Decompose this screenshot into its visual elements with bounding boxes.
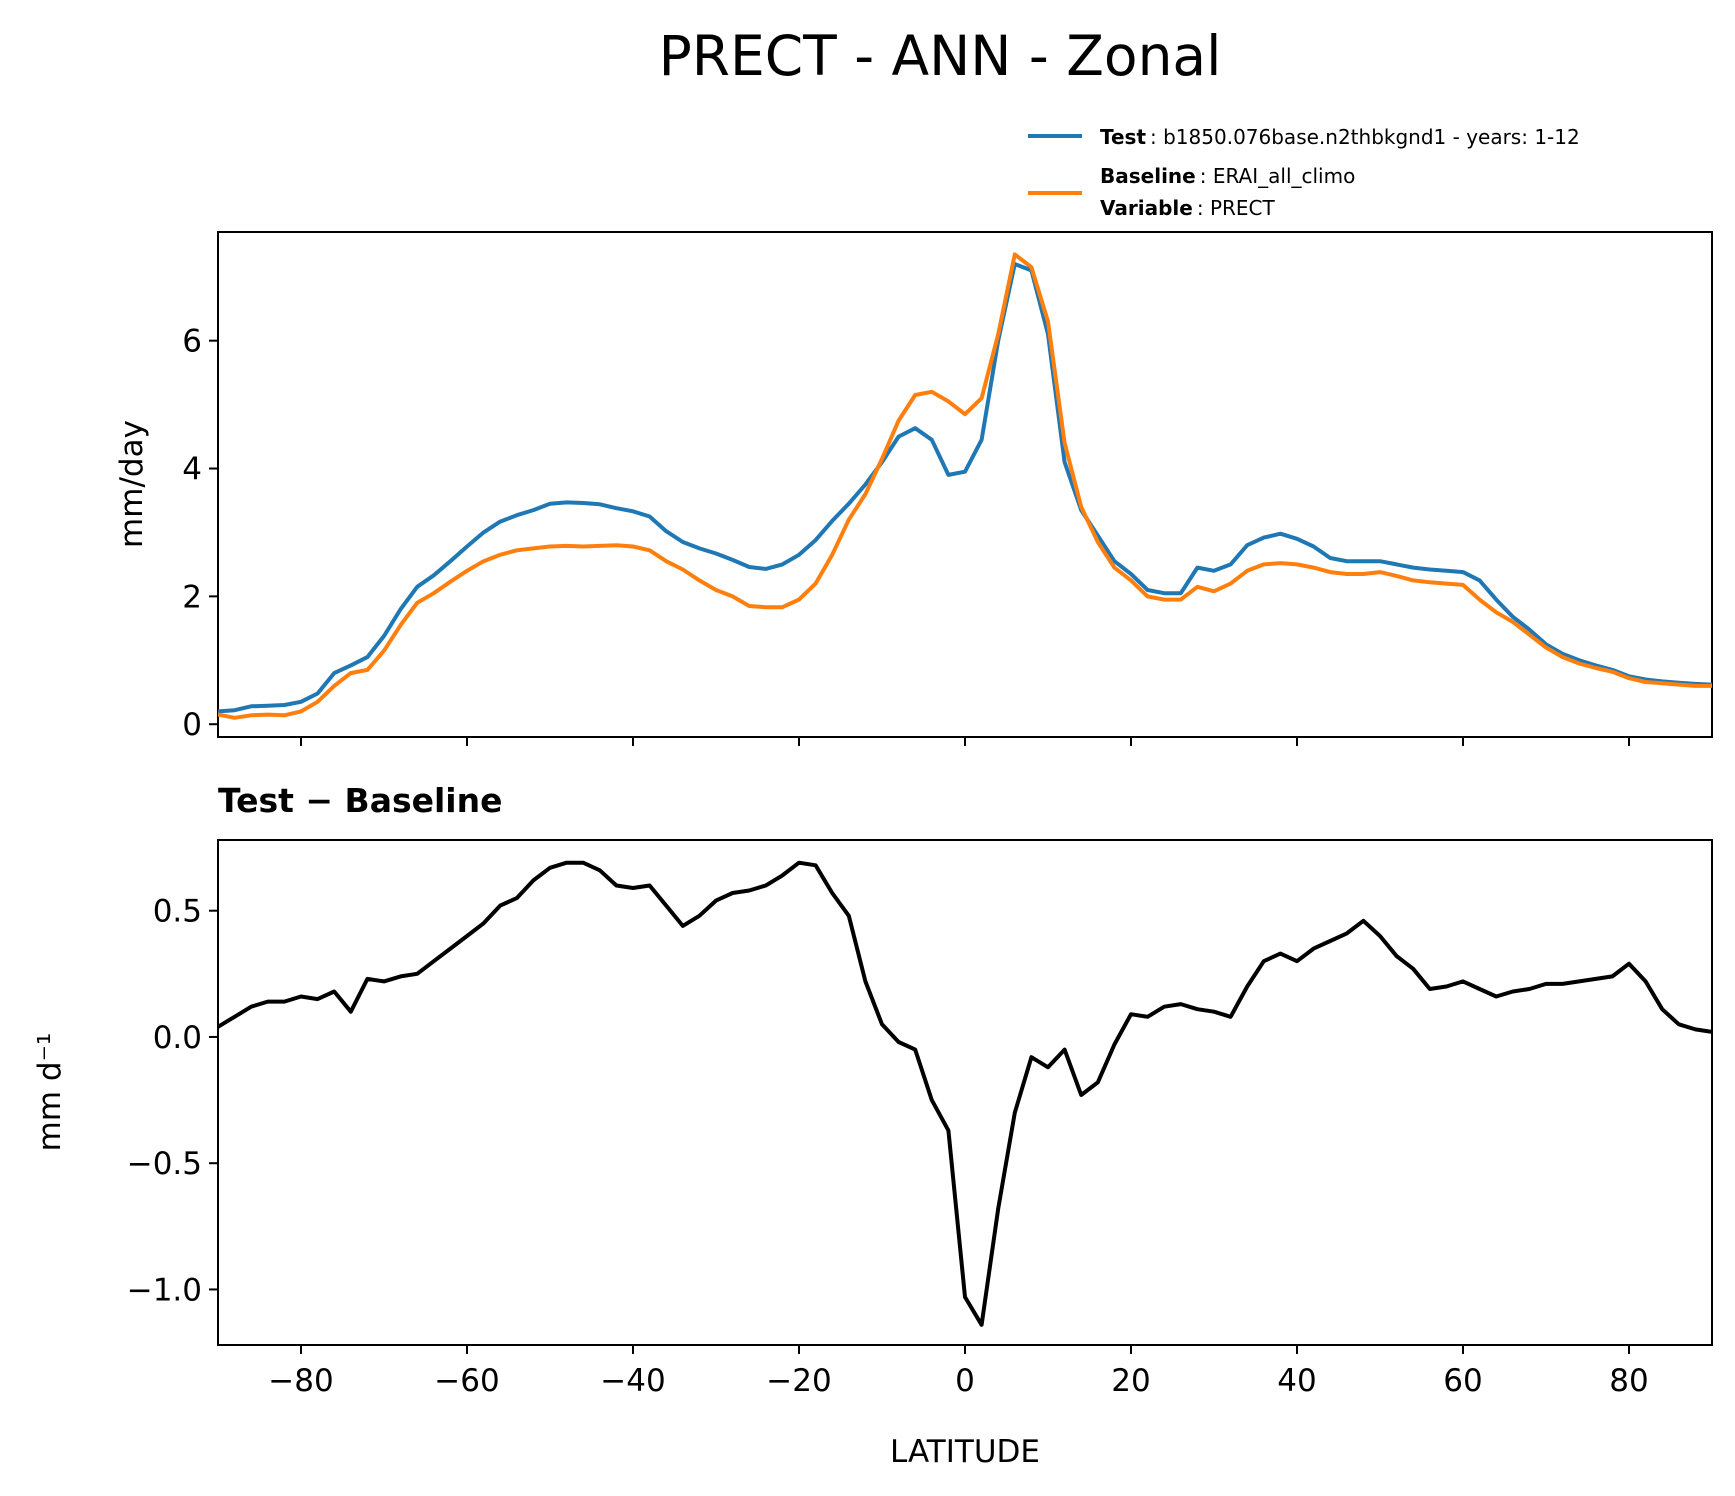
top-y-tick-label: 0 (182, 707, 202, 743)
figure-title: PRECT - ANN - Zonal (659, 24, 1222, 88)
bottom-x-tick-label: −20 (766, 1363, 831, 1399)
bottom-panel: Test − Baseline 0.5 0.0 −0.5 −1.0 −80 −60 −40… (32, 781, 1713, 1470)
top-y-axis: 0 2 4 6 (182, 324, 218, 743)
bottom-y-tick-label: 0.5 (153, 894, 202, 930)
top-y-axis-label: mm/day (114, 420, 150, 548)
top-y-tick-label: 6 (182, 324, 202, 360)
legend-baseline-entry: Baseline: ERAI_all_climo (1100, 164, 1355, 188)
bottom-x-tick-label: 60 (1443, 1363, 1482, 1399)
top-series-lines (218, 252, 1712, 720)
legend-variable-entry: Variable: PRECT (1100, 196, 1275, 220)
top-series-line-test (218, 262, 1712, 714)
top-panel: 0 2 4 6 mm/day (114, 231, 1713, 746)
bottom-x-tick-label: 0 (955, 1363, 975, 1399)
bottom-x-tick-label: 20 (1111, 1363, 1150, 1399)
legend-test-entry: Test: b1850.076base.n2thbkgnd1 - years: … (1100, 125, 1580, 149)
bottom-x-tick-label: −40 (600, 1363, 665, 1399)
bottom-x-axis: −80 −60 −40 −20 0 20 40 60 80 (268, 1345, 1649, 1399)
bottom-x-tick-label: −60 (434, 1363, 499, 1399)
bottom-x-tick-label: −80 (268, 1363, 333, 1399)
top-y-tick-label: 2 (182, 579, 202, 615)
difference-panel-title: Test − Baseline (218, 781, 503, 820)
bottom-y-tick-label: −0.5 (127, 1146, 202, 1182)
bottom-y-tick-label: −1.0 (127, 1272, 202, 1308)
bottom-y-axis: 0.5 0.0 −0.5 −1.0 (127, 894, 218, 1308)
bottom-x-tick-label: 80 (1609, 1363, 1648, 1399)
bottom-series-line-difference (218, 860, 1712, 1327)
x-axis-label: LATITUDE (890, 1434, 1040, 1470)
legend: Test: b1850.076base.n2thbkgnd1 - years: … (1028, 125, 1580, 220)
top-y-tick-label: 4 (182, 452, 202, 488)
bottom-y-axis-label: mm d⁻¹ (32, 1033, 68, 1152)
bottom-y-tick-label: 0.0 (153, 1020, 202, 1056)
top-series-line-baseline (218, 252, 1712, 720)
bottom-x-tick-label: 40 (1277, 1363, 1316, 1399)
top-x-axis (300, 737, 1630, 746)
bottom-series-lines (218, 860, 1712, 1327)
